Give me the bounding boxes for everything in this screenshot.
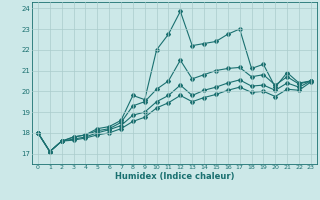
X-axis label: Humidex (Indice chaleur): Humidex (Indice chaleur) — [115, 172, 234, 181]
